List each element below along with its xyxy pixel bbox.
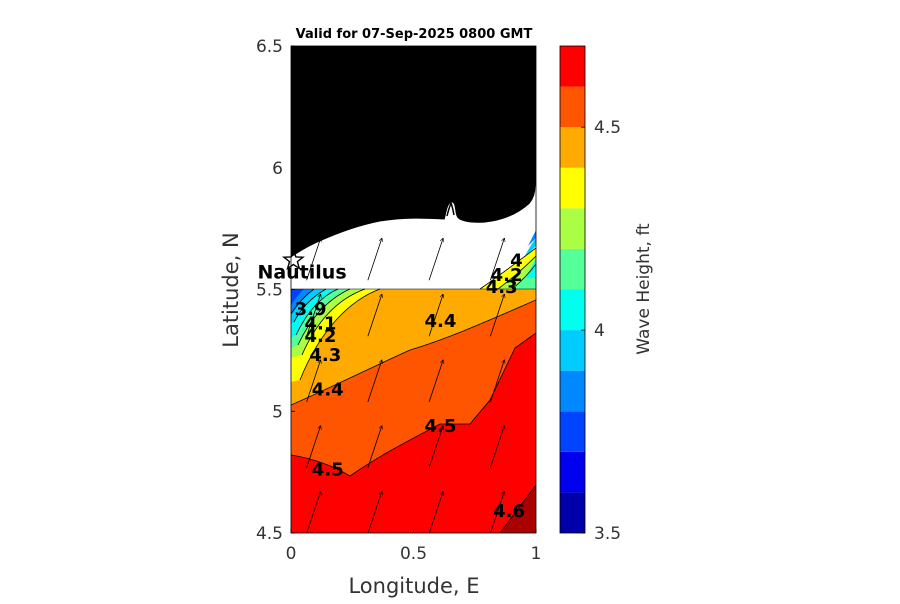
y-axis: 4.5 5 5.5 6 6.5 bbox=[256, 37, 295, 544]
contour-line-4-2-left bbox=[297, 288, 351, 346]
colorbar-label: Wave Height, ft bbox=[634, 223, 654, 355]
band-4-6 bbox=[291, 333, 536, 533]
contour-label: 4.2 bbox=[304, 326, 336, 347]
y-axis-label: Latitude, N bbox=[219, 232, 243, 348]
contour-label: 4.3 bbox=[486, 277, 518, 298]
contour-label: 4.5 bbox=[425, 416, 457, 437]
contour-line-4-3-left bbox=[301, 288, 366, 356]
contour-label: 4 bbox=[510, 250, 523, 271]
wave-direction-arrow bbox=[306, 426, 321, 468]
y-tick-label: 5 bbox=[272, 402, 283, 422]
wave-direction-arrows bbox=[306, 238, 505, 533]
contour-line-4-3-right bbox=[497, 255, 536, 290]
colorbar-border bbox=[559, 45, 586, 534]
wave-direction-arrow bbox=[428, 492, 443, 533]
colorbar-swatch bbox=[560, 451, 585, 493]
wave-direction-arrow bbox=[367, 360, 382, 403]
colorbar-tick-label: 3.5 bbox=[594, 524, 621, 544]
contour-label: 4.4 bbox=[312, 379, 344, 400]
wave-direction-arrow bbox=[489, 360, 504, 403]
contour-labels: 3.94.14.24.34.44.44.54.544.24.34.6 bbox=[295, 250, 525, 522]
wave-direction-arrow bbox=[367, 238, 382, 281]
band-3-8-right bbox=[528, 230, 536, 246]
coastline-notch bbox=[446, 201, 455, 217]
contour-line-4-6 bbox=[291, 332, 536, 477]
wave-direction-arrow bbox=[428, 294, 443, 337]
contour-line-3-9-left bbox=[291, 288, 315, 315]
colorbar-swatch bbox=[560, 167, 585, 209]
colorbar-swatch bbox=[560, 370, 585, 412]
colorbar-swatch bbox=[560, 492, 585, 533]
y-tick-label: 6.5 bbox=[256, 37, 283, 57]
colorbar-swatch bbox=[560, 127, 585, 168]
chart-title: Valid for 07-Sep-2025 0800 GMT bbox=[296, 27, 533, 42]
colorbar-swatch bbox=[560, 46, 585, 87]
contour-lines bbox=[291, 247, 536, 533]
wave-direction-arrow bbox=[428, 238, 443, 281]
star-icon bbox=[281, 248, 305, 271]
band-3-9-right bbox=[524, 238, 536, 258]
colorbar-tick-label: 4.5 bbox=[594, 118, 621, 138]
colorbar-swatch bbox=[560, 411, 585, 452]
station-label: Nautilus bbox=[257, 261, 346, 283]
band-4-1-right bbox=[512, 264, 536, 289]
plot-area: 3.94.14.24.34.44.44.54.544.24.34.6 bbox=[291, 46, 536, 533]
contour-label: 3.9 bbox=[295, 299, 327, 320]
colorbar-swatch bbox=[560, 289, 585, 331]
y-tick-label: 4.5 bbox=[256, 524, 283, 544]
station-marker: Nautilus bbox=[257, 248, 347, 283]
contour-label: 4.4 bbox=[425, 311, 457, 332]
y-tick-label: 6 bbox=[272, 159, 283, 179]
wave-direction-arrow bbox=[428, 426, 443, 468]
colorbar-swatch bbox=[560, 208, 585, 249]
contour-line-4-7 bbox=[499, 484, 536, 533]
band-3-7 bbox=[291, 289, 304, 305]
colorbar-swatch bbox=[560, 86, 585, 128]
contour-label: 4.5 bbox=[312, 460, 344, 481]
wave-direction-arrow bbox=[367, 426, 382, 468]
contour-label: 4.3 bbox=[309, 345, 341, 366]
contour-line-4-0-left bbox=[293, 288, 327, 323]
wave-direction-arrow bbox=[490, 492, 504, 533]
wave-direction-arrow bbox=[489, 426, 504, 468]
wave-direction-arrow bbox=[367, 492, 382, 533]
y-tick-label: 5.5 bbox=[256, 281, 283, 301]
wave-direction-arrow bbox=[306, 294, 321, 337]
colorbar-swatch bbox=[560, 330, 585, 371]
contour-line-4-2-right bbox=[511, 263, 536, 290]
contour-label: 4.1 bbox=[304, 314, 336, 335]
contour-line-4-4-left bbox=[299, 288, 381, 381]
colorbar: 3.5 4 4.5 bbox=[559, 45, 621, 544]
contour-label: 4.6 bbox=[493, 501, 525, 522]
wave-direction-arrow bbox=[306, 238, 321, 281]
x-axis: 0 0.5 1 bbox=[286, 529, 542, 564]
wave-direction-arrow bbox=[489, 238, 504, 281]
x-tick-label: 0 bbox=[286, 544, 297, 564]
wave-direction-arrow bbox=[306, 360, 321, 403]
wave-direction-arrow bbox=[428, 360, 443, 403]
wave-direction-arrow bbox=[306, 492, 321, 533]
wave-direction-arrow bbox=[489, 294, 504, 337]
contour-line-4-5 bbox=[291, 299, 536, 406]
contour-label: 4.2 bbox=[491, 265, 523, 286]
contour-line-4-4-right bbox=[479, 247, 536, 290]
wave-direction-arrow bbox=[367, 294, 382, 337]
x-tick-label: 1 bbox=[531, 544, 542, 564]
colorbar-tick-label: 4 bbox=[594, 321, 605, 341]
colorbar-swatch bbox=[560, 248, 585, 290]
x-tick-label: 0.5 bbox=[400, 544, 427, 564]
contour-line-4-1-left bbox=[295, 288, 339, 336]
x-axis-label: Longitude, E bbox=[348, 574, 479, 598]
